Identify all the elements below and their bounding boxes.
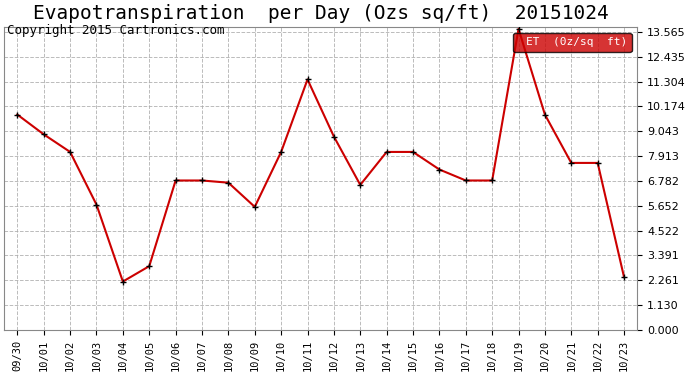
Text: Copyright 2015 Cartronics.com: Copyright 2015 Cartronics.com [7,24,224,37]
Title: Evapotranspiration  per Day (Ozs sq/ft)  20151024: Evapotranspiration per Day (Ozs sq/ft) 2… [33,4,609,23]
Legend: ET  (0z/sq  ft): ET (0z/sq ft) [513,33,631,52]
